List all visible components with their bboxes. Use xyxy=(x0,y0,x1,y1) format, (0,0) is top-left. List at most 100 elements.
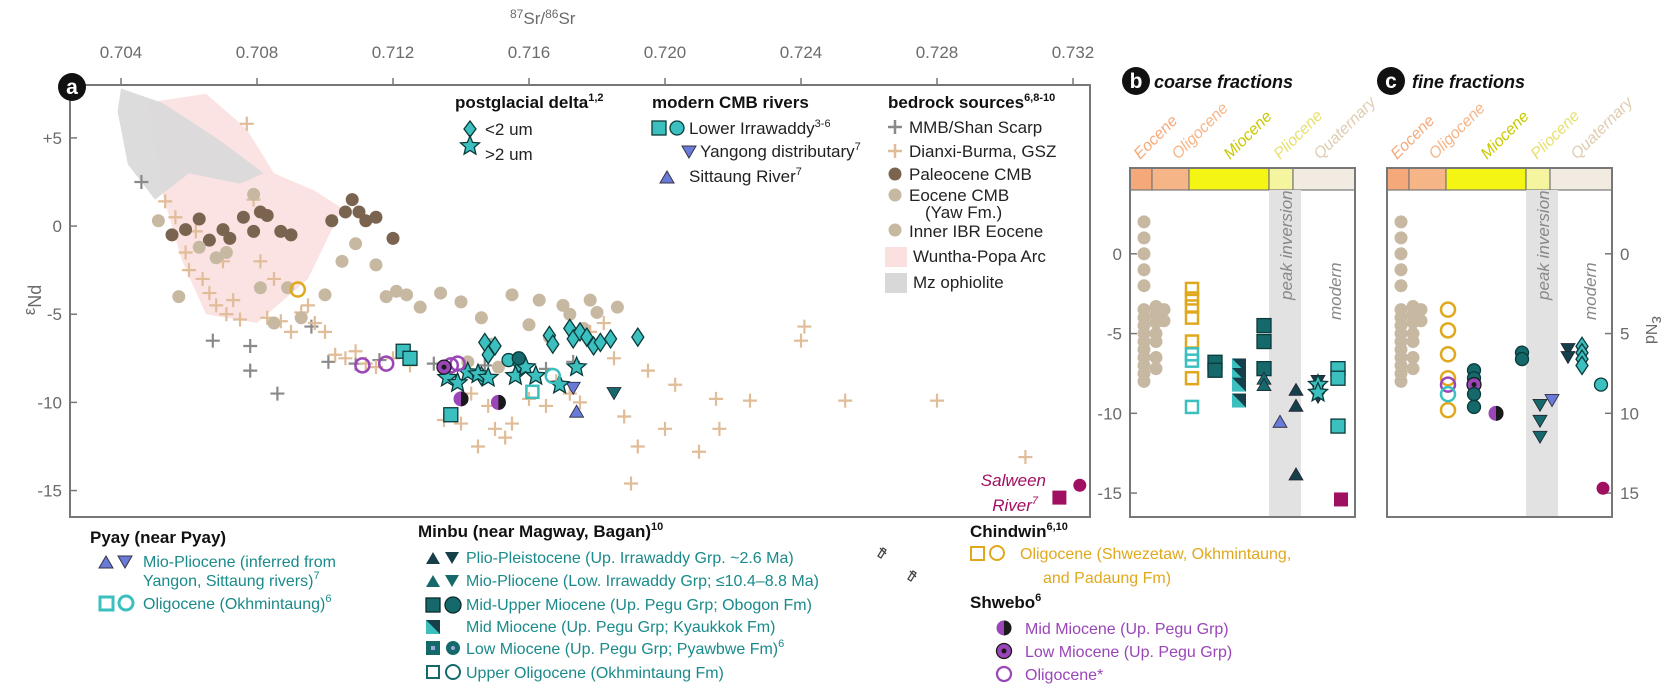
data-point xyxy=(236,210,250,224)
salween-label-line2: River7 xyxy=(992,495,1039,515)
legend-gt2um: >2 um xyxy=(485,145,533,164)
panel-c: c fine fractions EoceneOligoceneMioceneP… xyxy=(1377,67,1667,518)
legend-pyay: Pyay (near Pyay) Mio-Pliocene (inferred … xyxy=(90,528,336,613)
data-point xyxy=(1207,362,1223,378)
legend-eocene-cmb: Eocene CMB xyxy=(909,186,1009,205)
data-point xyxy=(1544,394,1560,408)
x-tick-label: 0.732 xyxy=(1052,43,1095,62)
data-point xyxy=(583,293,597,307)
y-tick-label: 0 xyxy=(1113,245,1122,264)
data-point xyxy=(1394,231,1408,245)
marker-dot xyxy=(1471,382,1477,388)
data-point xyxy=(1575,355,1589,376)
data-point xyxy=(471,439,485,454)
data-point xyxy=(668,377,683,392)
period-segment xyxy=(1386,167,1410,191)
marker-half xyxy=(1496,405,1504,421)
data-point xyxy=(223,231,237,245)
period-label: Quaternary xyxy=(1568,94,1637,163)
data-point xyxy=(477,365,500,388)
data-point xyxy=(172,290,186,304)
data-point xyxy=(1184,399,1200,415)
data-point xyxy=(325,214,339,228)
legend-bedrock-title: bedrock sources6,8-10 xyxy=(888,92,1055,112)
legend-postglacial: postglacial delta1,2 <2 um >2 um xyxy=(455,92,604,164)
triangle-up-marker-icon xyxy=(98,555,114,569)
chindwin-oligocene: Oligocene (Shwezetaw, Okhmintaung, xyxy=(1020,546,1291,563)
data-point xyxy=(434,286,448,300)
data-point xyxy=(284,228,298,242)
data-point xyxy=(1306,380,1330,403)
data-point xyxy=(1288,382,1304,396)
minbu-mio-pliocene: Mio-Pliocene (Low. Irrawaddy Grp; ≤10.4–… xyxy=(466,573,819,590)
data-point xyxy=(400,288,414,302)
data-point xyxy=(525,384,540,400)
marker-shade xyxy=(1232,377,1246,392)
data-point xyxy=(1406,362,1420,376)
data-point xyxy=(239,116,254,131)
source-regions xyxy=(117,88,342,323)
panel-c-title: fine fractions xyxy=(1412,72,1525,92)
legend-mz-ophiolite: Mz ophiolite xyxy=(913,273,1004,292)
data-point xyxy=(321,354,336,369)
data-point xyxy=(436,359,452,375)
data-point xyxy=(488,421,502,436)
data-point xyxy=(1532,398,1548,413)
peak-inversion-label: peak inversion xyxy=(1534,190,1553,301)
data-point xyxy=(1184,334,1200,349)
data-point xyxy=(474,311,488,325)
y-tick-label: 15 xyxy=(1620,484,1639,503)
data-point xyxy=(348,344,363,359)
chindwin-oligocene-2: and Padaung Fm) xyxy=(1043,570,1171,587)
data-point xyxy=(359,214,373,228)
legend-minbu: Minbu (near Magway, Bagan)10 Plio-Pleist… xyxy=(418,521,917,682)
minbu-plio-pleistocene: Plio-Pleistocene (Up. Irrawaddy Grp. ~2.… xyxy=(466,550,794,567)
data-point xyxy=(178,245,193,260)
star-marker-icon xyxy=(458,134,482,156)
data-point xyxy=(505,416,519,431)
pyay-oligocene: Oligocene (Okhmintaung)6 xyxy=(143,593,331,613)
data-point xyxy=(590,305,604,319)
data-point xyxy=(1414,303,1428,317)
minbu-low-miocene: Low Miocene (Up. Pegu Grp; Pyawbwe Fm)6 xyxy=(466,638,784,658)
data-point xyxy=(930,393,944,408)
circle-open-marker-icon xyxy=(117,594,135,612)
data-point xyxy=(307,316,322,331)
data-point xyxy=(797,319,812,334)
data-point xyxy=(1439,401,1457,419)
circle-marker-icon xyxy=(444,596,462,614)
data-point xyxy=(565,355,588,377)
data-point xyxy=(692,444,706,459)
circle-light-brown-marker-icon xyxy=(888,223,902,237)
data-point xyxy=(168,210,183,225)
data-point xyxy=(477,358,492,373)
data-point xyxy=(498,430,513,445)
data-point xyxy=(1137,263,1151,277)
legend-bedrock: bedrock sources6,8-10 MMB/Shan Scarp Dia… xyxy=(885,92,1056,293)
data-point xyxy=(1137,231,1151,245)
legend-yangong: Yangong distributary7 xyxy=(700,141,861,161)
y-tick-label: -15 xyxy=(1097,484,1122,503)
panel-c-label: c xyxy=(1385,70,1397,93)
data-point xyxy=(548,373,571,395)
circle-marker-icon xyxy=(669,120,685,136)
square-marker-icon xyxy=(425,597,441,613)
data-point xyxy=(1157,303,1171,317)
data-point xyxy=(338,205,352,219)
x-axis-label: 87Sr/86Sr xyxy=(510,7,576,28)
panel-a-points xyxy=(134,116,1087,505)
data-point xyxy=(389,284,403,298)
shwebo-oligocene: Oligocene* xyxy=(1025,667,1103,684)
triangle-down-marker-icon xyxy=(681,145,697,159)
data-point xyxy=(1073,478,1087,492)
data-point xyxy=(413,300,427,314)
data-point xyxy=(1184,291,1200,306)
data-point xyxy=(1439,376,1457,393)
minbu-mid-miocene: Mid Miocene (Up. Pegu Grp; Kyaukkok Fm) xyxy=(466,619,775,636)
data-point xyxy=(219,307,234,322)
data-point xyxy=(1334,492,1348,507)
data-point xyxy=(1149,362,1163,376)
data-point xyxy=(491,360,505,374)
data-point xyxy=(505,288,519,302)
data-point xyxy=(630,439,645,454)
